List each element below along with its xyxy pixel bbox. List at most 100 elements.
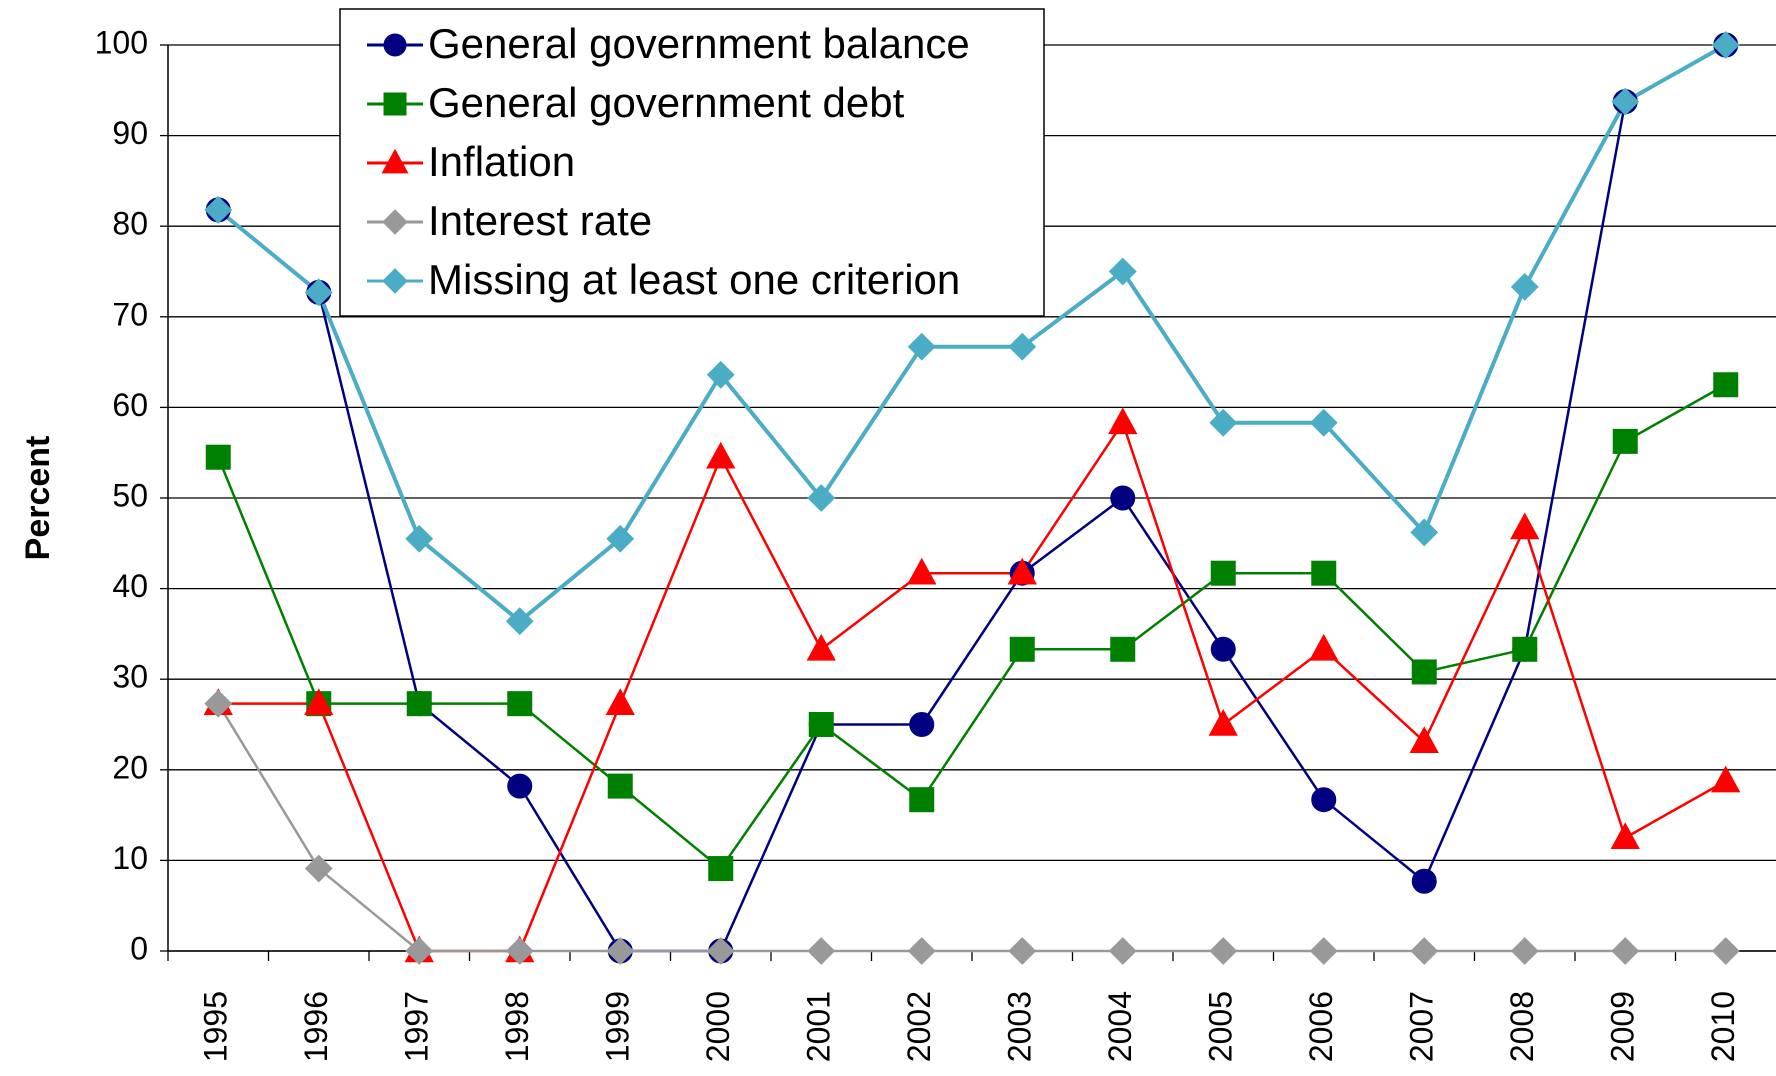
data-point: [304, 688, 334, 715]
legend-label: General government debt: [428, 79, 905, 126]
data-point: [706, 441, 736, 469]
legend-box: [339, 8, 1045, 317]
data-point: [1410, 937, 1439, 965]
data-point: [808, 712, 834, 737]
x-tick-label: 2004: [1102, 991, 1138, 1062]
data-point: [1110, 485, 1136, 511]
legend-marker: [381, 148, 409, 174]
data-point: [1510, 937, 1539, 965]
data-point: [1410, 518, 1439, 547]
data-point: [1008, 937, 1037, 965]
data-point: [1711, 765, 1741, 793]
data-point: [1209, 408, 1238, 437]
data-point: [1008, 332, 1037, 361]
data-point: [606, 524, 635, 553]
data-point: [1311, 787, 1337, 813]
x-tick-label: 2008: [1504, 991, 1540, 1062]
data-point: [405, 937, 434, 965]
data-point: [1009, 636, 1035, 662]
data-point: [907, 937, 936, 965]
data-point: [1409, 726, 1439, 754]
y-tick-label: 0: [130, 930, 148, 966]
x-tick-label: 2000: [700, 991, 736, 1062]
y-tick-label: 80: [112, 206, 148, 242]
legend-marker: [383, 33, 407, 57]
legend-label: Inflation: [428, 138, 575, 185]
data-point: [1210, 636, 1236, 662]
data-point: [507, 773, 533, 799]
series-line: [217, 43, 1727, 953]
data-point: [1510, 272, 1539, 301]
data-point: [1110, 636, 1136, 662]
data-point: [1711, 31, 1740, 59]
data-point: [304, 854, 333, 883]
data-point: [909, 712, 935, 737]
data-point: [806, 633, 836, 661]
data-point: [706, 360, 735, 389]
data-point: [304, 278, 333, 307]
data-point: [1210, 560, 1236, 586]
data-point: [507, 691, 533, 717]
data-point: [1108, 257, 1137, 286]
y-tick-label: 30: [112, 659, 148, 695]
x-tick-label: 2009: [1605, 991, 1641, 1062]
data-point: [505, 607, 534, 636]
data-point: [1411, 868, 1437, 894]
legend-label: Missing at least one criterion: [428, 256, 960, 303]
data-point: [907, 332, 936, 361]
data-point: [1611, 87, 1640, 116]
x-tick-label: 2006: [1303, 991, 1339, 1062]
data-point: [1208, 709, 1238, 736]
data-point: [607, 773, 633, 799]
legend-label: Interest rate: [428, 197, 652, 244]
x-tick-label: 1999: [600, 991, 636, 1062]
x-tick-label: 1996: [298, 991, 334, 1062]
data-point: [204, 195, 233, 224]
series-line: [218, 421, 1727, 953]
data-point: [807, 937, 836, 965]
data-point: [1309, 937, 1338, 965]
series-line: [216, 43, 1727, 624]
data-point: [1711, 937, 1740, 965]
y-tick-label: 50: [112, 477, 148, 513]
data-point: [1309, 408, 1338, 437]
series-line: [217, 383, 1727, 870]
data-point: [1309, 633, 1339, 661]
legend-marker: [382, 209, 408, 235]
legend-label: General government balance: [428, 20, 970, 67]
data-point: [1209, 937, 1238, 965]
data-point: [1611, 937, 1640, 965]
x-tick-label: 2002: [901, 991, 937, 1062]
y-tick-label: 10: [112, 840, 148, 876]
data-point: [1007, 557, 1037, 585]
y-tick-label: 20: [112, 749, 148, 785]
data-point: [706, 937, 735, 965]
x-tick-label: 1995: [198, 991, 234, 1062]
data-point: [204, 689, 233, 718]
y-tick-label: 60: [112, 387, 148, 423]
x-tick-label: 1997: [399, 991, 435, 1062]
data-point: [807, 484, 836, 512]
x-tick-label: 1998: [499, 991, 535, 1062]
data-point: [1612, 428, 1638, 454]
y-tick-label: 70: [112, 296, 148, 332]
data-point: [1411, 659, 1437, 685]
data-point: [1713, 372, 1739, 398]
data-point: [1108, 407, 1138, 435]
series-line: [217, 703, 1726, 953]
x-tick-label: 2007: [1404, 991, 1440, 1062]
data-point: [1108, 937, 1137, 965]
x-tick-label: 2003: [1002, 991, 1038, 1062]
legend-marker: [382, 268, 408, 294]
y-tick-label: 40: [112, 568, 148, 604]
x-tick-label: 2001: [801, 991, 837, 1062]
data-point: [1311, 560, 1337, 586]
data-point: [405, 524, 434, 553]
data-point: [406, 691, 432, 717]
x-tick-label: 2005: [1203, 991, 1239, 1062]
legend-marker: [383, 92, 407, 116]
data-point: [1610, 822, 1640, 850]
data-point: [505, 937, 534, 965]
